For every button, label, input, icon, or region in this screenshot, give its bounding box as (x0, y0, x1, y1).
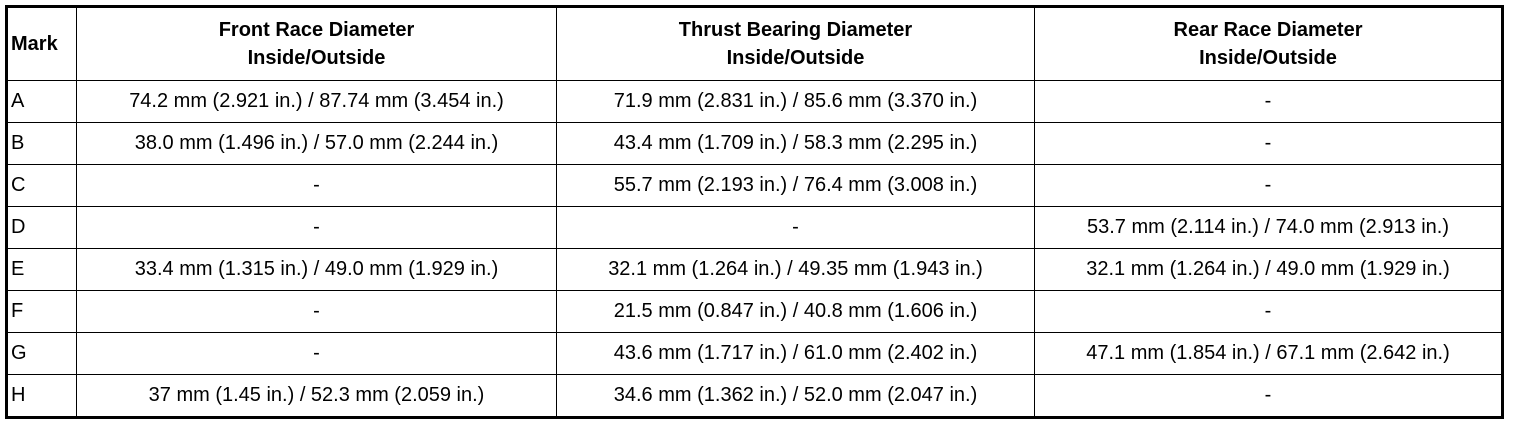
diameter-cell: 32.1 mm (1.264 in.) / 49.0 mm (1.929 in.… (1034, 248, 1503, 291)
table-row: C -55.7 mm (2.193 in.) / 76.4 mm (3.008 i… (6, 164, 1503, 207)
table-row: B 38.0 mm (1.496 in.) / 57.0 mm (2.244 in… (6, 122, 1503, 165)
diameter-cell: - (76, 206, 557, 249)
diameter-cell: - (556, 206, 1035, 249)
diameter-cell: - (1034, 164, 1503, 207)
diameter-cell: 71.9 mm (2.831 in.) / 85.6 mm (3.370 in.… (556, 80, 1035, 123)
header-line: Inside/Outside (247, 47, 386, 69)
header-line: Mark (11, 33, 58, 55)
diameter-cell: - (1034, 122, 1503, 165)
mark-cell: F (6, 290, 77, 333)
diameter-cell: - (1034, 80, 1503, 123)
diameter-cell: - (1034, 374, 1503, 418)
mark-cell: C (6, 164, 77, 207)
mark-cell: D (6, 206, 77, 249)
header-line: Rear Race Diameter (1173, 19, 1363, 41)
mark-cell: B (6, 122, 77, 165)
header-line: Thrust Bearing Diameter (678, 19, 913, 41)
table-row: D - -53.7 mm (2.114 in.) / 74.0 mm (2.913 … (6, 206, 1503, 249)
spec-table: Mark Front Race Diameter Inside/Outside Thr… (5, 5, 1504, 419)
header-row: Mark Front Race Diameter Inside/Outside Thr… (6, 6, 1503, 81)
mark-cell: G (6, 332, 77, 375)
diameter-cell: 33.4 mm (1.315 in.) / 49.0 mm (1.929 in.… (76, 248, 557, 291)
diameter-cell: 21.5 mm (0.847 in.) / 40.8 mm (1.606 in.… (556, 290, 1035, 333)
diameter-cell: 37 mm (1.45 in.) / 52.3 mm (2.059 in.) (76, 374, 557, 418)
table-row: H 37 mm (1.45 in.) / 52.3 mm (2.059 in.) 3… (6, 374, 1503, 418)
diameter-cell: - (76, 164, 557, 207)
table-row: F -21.5 mm (0.847 in.) / 40.8 mm (1.606 i… (6, 290, 1503, 333)
diameter-cell: 47.1 mm (1.854 in.) / 67.1 mm (2.642 in.… (1034, 332, 1503, 375)
column-header: Front Race Diameter Inside/Outside (76, 6, 557, 81)
header-line: Inside/Outside (726, 47, 865, 69)
diameter-cell: 32.1 mm (1.264 in.) / 49.35 mm (1.943 in… (556, 248, 1035, 291)
header-line: Front Race Diameter (218, 19, 415, 41)
diameter-cell: 43.4 mm (1.709 in.) / 58.3 mm (2.295 in.… (556, 122, 1035, 165)
table-row: G -43.6 mm (1.717 in.) / 61.0 mm (2.402 i… (6, 332, 1503, 375)
diameter-cell: 38.0 mm (1.496 in.) / 57.0 mm (2.244 in.… (76, 122, 557, 165)
diameter-cell: - (76, 290, 557, 333)
mark-cell: A (6, 80, 77, 123)
mark-cell: H (6, 374, 77, 418)
diameter-cell: 55.7 mm (2.193 in.) / 76.4 mm (3.008 in.… (556, 164, 1035, 207)
mark-cell: E (6, 248, 77, 291)
column-header: Thrust Bearing Diameter Inside/Outside (556, 6, 1035, 81)
diameter-cell: - (1034, 290, 1503, 333)
column-header: Mark (6, 6, 77, 81)
diameter-cell: 53.7 mm (2.114 in.) / 74.0 mm (2.913 in.… (1034, 206, 1503, 249)
diameter-cell: 43.6 mm (1.717 in.) / 61.0 mm (2.402 in.… (556, 332, 1035, 375)
table-row: A 74.2 mm (2.921 in.) / 87.74 mm (3.454 i… (6, 80, 1503, 123)
column-header: Rear Race Diameter Inside/Outside (1034, 6, 1503, 81)
table-row: E 33.4 mm (1.315 in.) / 49.0 mm (1.929 in… (6, 248, 1503, 291)
diameter-cell: - (76, 332, 557, 375)
diameter-cell: 74.2 mm (2.921 in.) / 87.74 mm (3.454 in… (76, 80, 557, 123)
header-line: Inside/Outside (1199, 47, 1337, 69)
diameter-cell: 34.6 mm (1.362 in.) / 52.0 mm (2.047 in.… (556, 374, 1035, 418)
